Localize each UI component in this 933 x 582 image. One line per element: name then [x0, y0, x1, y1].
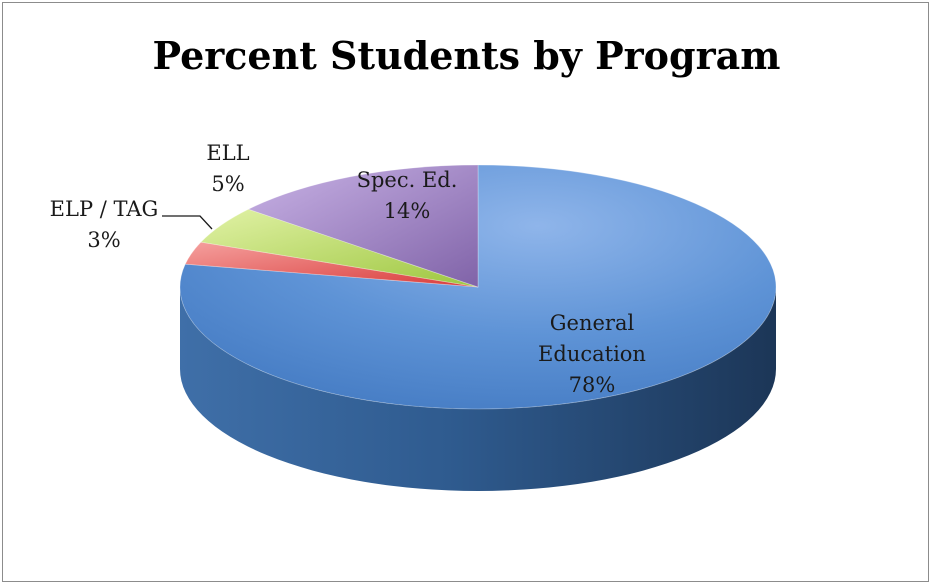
pie-labels: General Education 78% ELP / TAG 3% ELL 5% Spec.…	[50, 141, 646, 397]
pie-slice-elp-tag	[184, 241, 479, 288]
pie-slice-ell	[200, 208, 479, 288]
pie-side-wall	[180, 287, 776, 491]
data-label-general-education: General Education 78%	[538, 311, 646, 397]
pie-top-face	[179, 164, 777, 410]
data-label-elp-tag: ELP / TAG 3%	[50, 197, 159, 252]
chart-title: Percent Students by Program	[152, 33, 781, 78]
leader-line-elp-tag	[162, 215, 213, 230]
data-label-spec-ed: Spec. Ed. 14%	[357, 168, 458, 223]
pie-side-general-education	[180, 287, 776, 491]
pie-slice-general-education	[179, 164, 777, 410]
pie-slice-spec-ed	[247, 164, 479, 288]
data-label-ell: ELL 5%	[206, 141, 249, 196]
